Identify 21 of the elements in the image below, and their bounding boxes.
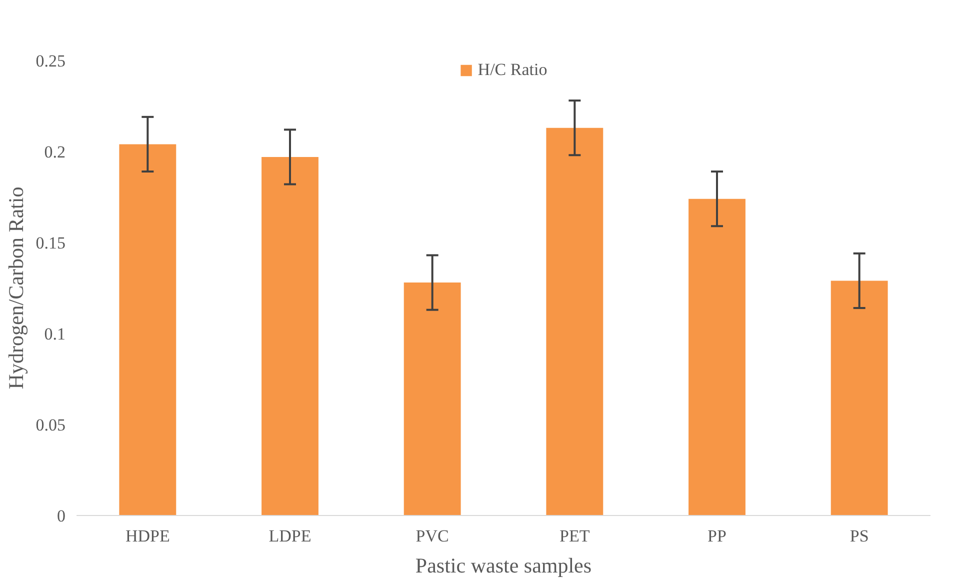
bar bbox=[404, 282, 461, 516]
x-tick-label: PS bbox=[850, 526, 869, 546]
bar bbox=[688, 198, 746, 516]
x-tick-label: PVC bbox=[416, 526, 449, 546]
bar bbox=[119, 144, 176, 516]
y-axis-title: Hydrogen/Carbon Ratio bbox=[4, 186, 28, 390]
y-tick-label: 0.1 bbox=[44, 324, 66, 344]
y-tick-label: 0.2 bbox=[44, 142, 66, 162]
y-tick-label: 0.05 bbox=[36, 416, 66, 434]
x-tick-label: LDPE bbox=[268, 526, 312, 546]
bar bbox=[830, 280, 888, 516]
legend-label: H/C Ratio bbox=[478, 60, 548, 80]
x-axis-title: Pastic waste samples bbox=[415, 554, 592, 578]
y-tick-label: 0 bbox=[57, 506, 66, 526]
bar bbox=[262, 156, 318, 516]
y-tick-label: 0.25 bbox=[36, 52, 66, 70]
x-tick-label: HDPE bbox=[125, 526, 170, 546]
y-tick-label: 0.15 bbox=[36, 234, 66, 252]
x-tick-label: PP bbox=[708, 526, 726, 546]
bar bbox=[546, 128, 604, 516]
x-tick-label: PET bbox=[560, 526, 590, 546]
